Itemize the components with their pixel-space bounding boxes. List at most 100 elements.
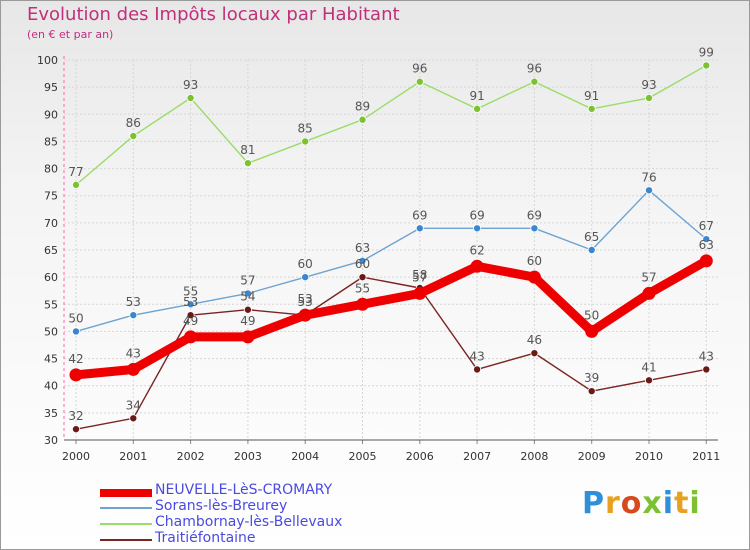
x-tick-label: 2007 bbox=[463, 450, 491, 463]
data-label: 54 bbox=[240, 290, 255, 304]
y-tick-label: 35 bbox=[44, 407, 58, 420]
data-label: 32 bbox=[68, 409, 83, 423]
x-tick-label: 2011 bbox=[692, 450, 720, 463]
data-point bbox=[642, 286, 656, 300]
data-point bbox=[702, 365, 711, 374]
legend-label: Traitiéfontaine bbox=[155, 530, 256, 546]
y-tick-label: 60 bbox=[44, 271, 58, 284]
legend-item: Sorans-lès-Breurey bbox=[100, 498, 420, 516]
data-label: 85 bbox=[298, 121, 313, 135]
data-label: 57 bbox=[641, 270, 656, 284]
data-point bbox=[415, 224, 424, 233]
data-label: 76 bbox=[641, 170, 656, 184]
data-point bbox=[645, 376, 654, 385]
data-label: 96 bbox=[527, 62, 542, 76]
data-label: 91 bbox=[469, 89, 484, 103]
legend-swatch bbox=[100, 507, 152, 509]
data-point bbox=[587, 387, 596, 396]
y-tick-label: 70 bbox=[44, 217, 58, 230]
data-point bbox=[530, 349, 539, 358]
data-label: 49 bbox=[240, 314, 255, 328]
data-label: 86 bbox=[126, 116, 141, 130]
data-label: 39 bbox=[584, 371, 599, 385]
proxiti-logo: Proxiti bbox=[582, 486, 701, 521]
data-point bbox=[243, 159, 252, 168]
data-point bbox=[358, 115, 367, 124]
data-point bbox=[473, 224, 482, 233]
data-label: 96 bbox=[412, 62, 427, 76]
y-tick-label: 80 bbox=[44, 163, 58, 176]
x-tick-label: 2000 bbox=[62, 450, 90, 463]
data-label: 53 bbox=[298, 292, 313, 306]
data-point bbox=[301, 137, 310, 146]
legend-item: Traitiéfontaine bbox=[100, 530, 420, 548]
data-point bbox=[129, 131, 138, 140]
data-point bbox=[645, 186, 654, 195]
data-point bbox=[587, 245, 596, 254]
chart-legend: NEUVELLE-LèS-CROMARY Sorans-lès-Breurey Ch… bbox=[100, 482, 420, 548]
data-point bbox=[530, 224, 539, 233]
data-point bbox=[415, 77, 424, 86]
series-line-chambornay-les-bellevaux bbox=[75, 64, 707, 186]
data-label: 69 bbox=[469, 208, 484, 222]
data-point bbox=[413, 286, 427, 300]
logo-letter: i bbox=[689, 486, 701, 521]
data-label: 93 bbox=[641, 78, 656, 92]
data-point bbox=[69, 368, 83, 382]
y-tick-label: 40 bbox=[44, 380, 58, 393]
y-tick-label: 30 bbox=[44, 434, 58, 447]
data-label: 50 bbox=[584, 308, 599, 322]
logo-letter: i bbox=[662, 486, 675, 521]
data-label: 46 bbox=[527, 333, 542, 347]
logo-letter: r bbox=[605, 486, 621, 521]
data-point bbox=[298, 308, 312, 322]
data-label: 55 bbox=[355, 281, 370, 295]
data-label: 43 bbox=[699, 349, 714, 363]
data-label: 43 bbox=[126, 346, 141, 360]
data-label: 53 bbox=[126, 295, 141, 309]
data-point bbox=[126, 362, 140, 376]
x-tick-label: 2008 bbox=[520, 450, 548, 463]
y-tick-label: 95 bbox=[44, 81, 58, 94]
data-label: 67 bbox=[699, 219, 714, 233]
data-point bbox=[699, 254, 713, 268]
logo-letter: t bbox=[674, 486, 690, 521]
data-label: 77 bbox=[68, 165, 83, 179]
data-label: 60 bbox=[527, 254, 542, 268]
x-tick-label: 2009 bbox=[578, 450, 606, 463]
data-label: 60 bbox=[298, 257, 313, 271]
data-point bbox=[72, 180, 81, 189]
data-label: 57 bbox=[240, 273, 255, 287]
y-tick-label: 100 bbox=[37, 54, 58, 67]
legend-label: Chambornay-lès-Bellevaux bbox=[155, 514, 343, 530]
y-tick-label: 50 bbox=[44, 325, 58, 338]
y-tick-label: 65 bbox=[44, 244, 58, 257]
data-point bbox=[645, 94, 654, 103]
logo-letter: x bbox=[642, 486, 663, 521]
legend-swatch bbox=[100, 523, 152, 525]
data-point bbox=[301, 273, 310, 282]
data-label: 49 bbox=[183, 314, 198, 328]
legend-label: NEUVELLE-LèS-CROMARY bbox=[155, 482, 333, 498]
data-point bbox=[702, 235, 711, 244]
data-point bbox=[186, 94, 195, 103]
data-point bbox=[356, 297, 369, 311]
data-point bbox=[358, 256, 367, 265]
data-label: 69 bbox=[527, 208, 542, 222]
data-point bbox=[473, 104, 482, 113]
x-tick-label: 2003 bbox=[234, 450, 262, 463]
data-point bbox=[470, 259, 484, 273]
data-point bbox=[184, 330, 198, 344]
data-point bbox=[585, 324, 599, 338]
legend-swatch bbox=[100, 489, 152, 497]
x-tick-label: 2001 bbox=[119, 450, 147, 463]
data-point bbox=[243, 289, 252, 298]
legend-item: Chambornay-lès-Bellevaux bbox=[100, 514, 420, 532]
x-tick-label: 2004 bbox=[291, 450, 319, 463]
data-point bbox=[358, 273, 367, 282]
data-point bbox=[243, 305, 252, 314]
data-point bbox=[72, 327, 81, 336]
logo-letter: o bbox=[620, 486, 643, 521]
x-tick-label: 2010 bbox=[635, 450, 663, 463]
